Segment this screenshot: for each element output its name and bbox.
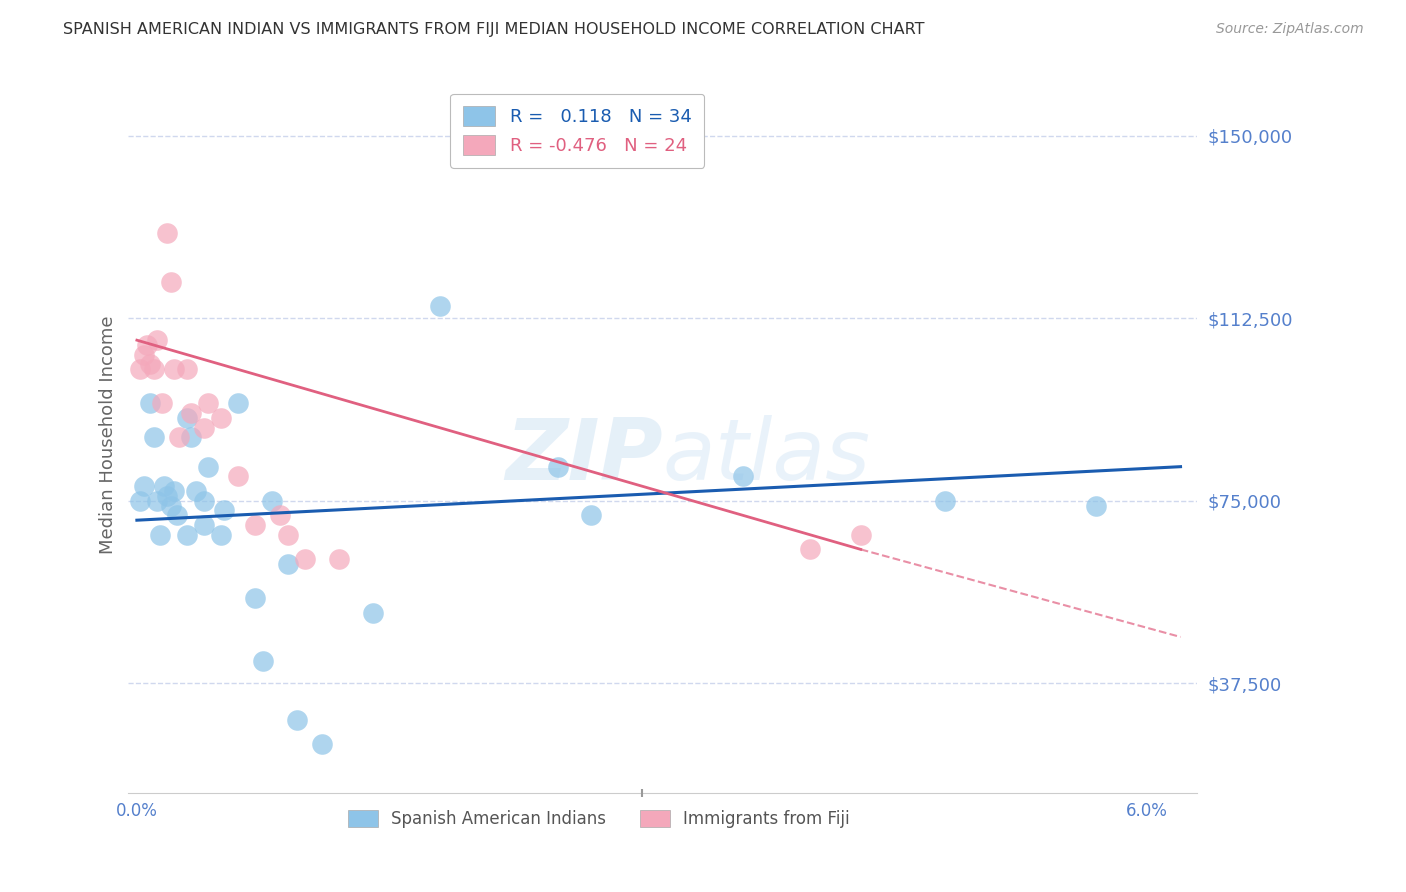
Point (547, 459, 569, 474)
Point (252, 654, 274, 668)
Point (193, 421, 215, 435)
Point (311, 737, 333, 751)
Point (197, 459, 219, 474)
Point (269, 508, 291, 523)
Point (176, 362, 198, 376)
Text: ZIP: ZIP (505, 415, 662, 498)
Point (139, 396, 162, 410)
Point (146, 493, 169, 508)
Point (361, 606, 384, 620)
Point (581, 508, 603, 523)
Point (156, 489, 179, 503)
Point (149, 528, 172, 542)
Point (129, 362, 152, 376)
Point (285, 713, 308, 727)
Point (209, 528, 232, 542)
Point (142, 430, 165, 444)
Point (142, 362, 165, 376)
Point (214, 503, 236, 517)
Point (180, 406, 202, 420)
Point (243, 518, 266, 533)
Point (799, 542, 821, 557)
Point (163, 362, 186, 376)
Point (260, 493, 283, 508)
Point (129, 493, 152, 508)
Point (180, 430, 202, 444)
Point (146, 333, 169, 347)
Point (849, 528, 872, 542)
Text: SPANISH AMERICAN INDIAN VS IMMIGRANTS FROM FIJI MEDIAN HOUSEHOLD INCOME CORRELAT: SPANISH AMERICAN INDIAN VS IMMIGRANTS FR… (63, 22, 925, 37)
Legend: Spanish American Indians, Immigrants from Fiji: Spanish American Indians, Immigrants fro… (342, 803, 856, 834)
Point (731, 469, 754, 483)
Point (159, 275, 181, 289)
Point (136, 338, 159, 352)
Point (150, 396, 173, 410)
Point (193, 493, 215, 508)
Point (132, 348, 155, 362)
Point (226, 396, 249, 410)
Point (294, 552, 316, 566)
Point (328, 552, 350, 566)
Point (226, 469, 249, 483)
Point (176, 411, 198, 425)
Point (163, 483, 186, 498)
Point (429, 299, 451, 313)
Point (1085, 499, 1108, 513)
Point (132, 479, 155, 493)
Text: Source: ZipAtlas.com: Source: ZipAtlas.com (1216, 22, 1364, 37)
Point (193, 518, 215, 533)
Point (197, 396, 219, 410)
Point (156, 226, 179, 240)
Point (159, 499, 181, 513)
Point (176, 528, 198, 542)
Text: atlas: atlas (662, 415, 870, 498)
Point (277, 557, 299, 571)
Point (166, 508, 188, 523)
Point (139, 358, 162, 372)
Point (277, 528, 299, 542)
Point (167, 430, 190, 444)
Point (209, 411, 232, 425)
Point (243, 591, 266, 605)
Y-axis label: Median Household Income: Median Household Income (100, 316, 117, 554)
Point (934, 493, 956, 508)
Point (153, 479, 176, 493)
Point (184, 483, 207, 498)
